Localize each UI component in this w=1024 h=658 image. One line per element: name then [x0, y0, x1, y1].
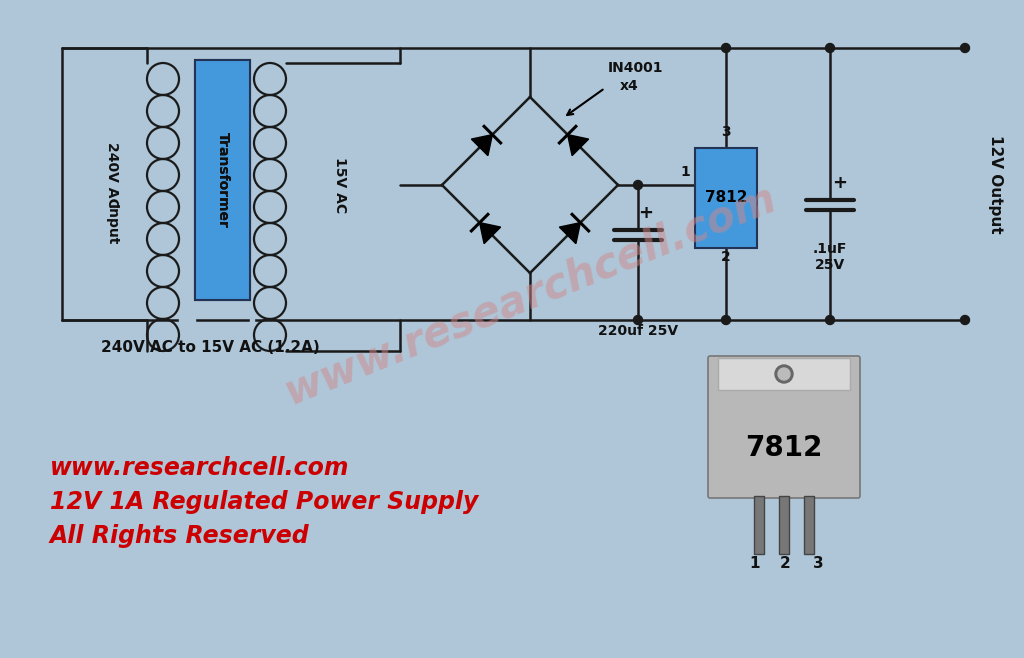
Circle shape: [825, 315, 835, 324]
Circle shape: [778, 368, 790, 380]
Text: 3: 3: [721, 125, 731, 139]
Text: 7812: 7812: [705, 191, 748, 205]
Text: +: +: [833, 174, 848, 192]
Text: www.researchcell.com: www.researchcell.com: [278, 177, 782, 413]
Bar: [250, 63, 254, 351]
Text: 3: 3: [813, 556, 823, 571]
Text: www.researchcell.com: www.researchcell.com: [50, 456, 349, 480]
Text: Transformer: Transformer: [215, 132, 229, 228]
Text: 12V Output: 12V Output: [987, 135, 1002, 234]
Circle shape: [634, 180, 642, 190]
Text: 1: 1: [680, 165, 690, 179]
Text: 2: 2: [721, 250, 731, 264]
Polygon shape: [479, 222, 501, 243]
Text: Input: Input: [105, 205, 119, 245]
Text: .1uF
25V: .1uF 25V: [813, 242, 847, 272]
Polygon shape: [559, 222, 581, 243]
Bar: [754, 496, 764, 554]
Text: 7812: 7812: [745, 434, 822, 462]
Bar: [195, 60, 250, 300]
Circle shape: [775, 365, 793, 383]
Circle shape: [961, 315, 970, 324]
Text: 15V AC: 15V AC: [333, 157, 347, 213]
Circle shape: [825, 43, 835, 53]
Text: 12V 1A Regulated Power Supply: 12V 1A Regulated Power Supply: [50, 490, 478, 514]
Bar: [695, 148, 757, 248]
Text: Transformer: Transformer: [215, 132, 229, 228]
Text: x4: x4: [620, 79, 639, 93]
Bar: [718, 358, 850, 390]
Bar: [804, 496, 814, 554]
Text: 240V AC: 240V AC: [105, 142, 119, 208]
Text: All Rights Reserved: All Rights Reserved: [50, 524, 309, 548]
Bar: [195, 60, 250, 300]
Circle shape: [961, 43, 970, 53]
Text: IN4001: IN4001: [608, 61, 664, 75]
Text: 220uf 25V: 220uf 25V: [598, 324, 678, 338]
Text: 240V AC to 15V AC (1.2A): 240V AC to 15V AC (1.2A): [100, 340, 319, 355]
Bar: [779, 496, 790, 554]
Circle shape: [722, 315, 730, 324]
Text: 2: 2: [780, 556, 791, 571]
FancyBboxPatch shape: [708, 356, 860, 498]
Bar: [179, 63, 195, 351]
Polygon shape: [471, 135, 493, 156]
Text: +: +: [639, 204, 653, 222]
Circle shape: [634, 315, 642, 324]
Polygon shape: [567, 135, 589, 156]
Text: 1: 1: [749, 556, 760, 571]
Circle shape: [722, 43, 730, 53]
